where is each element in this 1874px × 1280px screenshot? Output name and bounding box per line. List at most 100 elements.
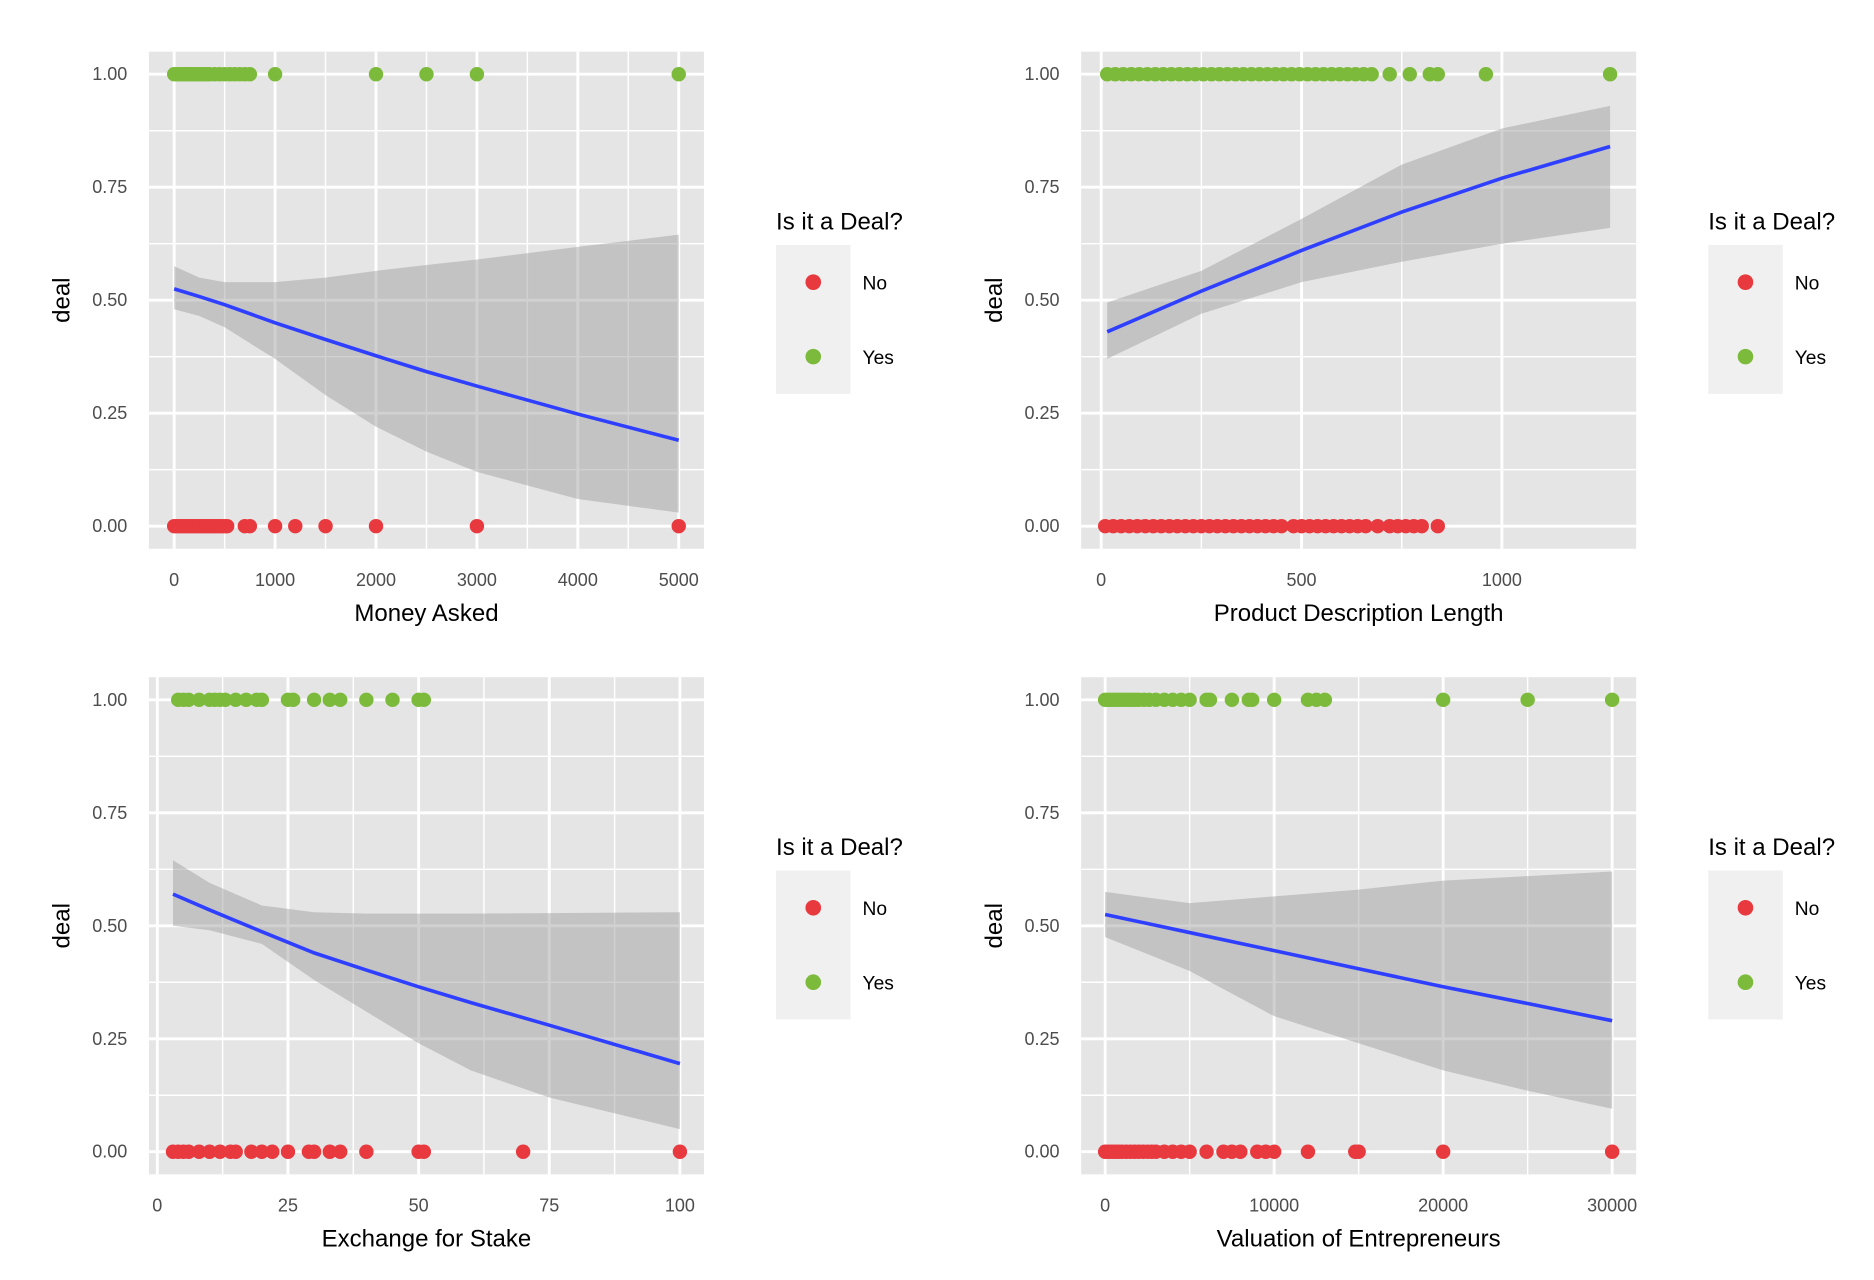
data-point-no [265, 1144, 280, 1159]
y-tick-label: 0.75 [92, 803, 127, 823]
x-tick-label: 500 [1287, 570, 1317, 590]
legend-key-yes [1737, 974, 1754, 991]
data-point-no [671, 518, 686, 534]
fit-line [1106, 144, 1611, 334]
legend-key-no [1737, 274, 1754, 290]
data-point-no [306, 1144, 322, 1159]
y-tick-label: 0.25 [92, 1029, 127, 1049]
data-point-yes [1317, 692, 1333, 708]
data-point-no [1435, 1144, 1451, 1159]
data-point-yes [368, 67, 384, 82]
data-point-yes [191, 692, 207, 708]
legend-key-background [1708, 244, 1783, 394]
data-point-yes [1435, 692, 1451, 708]
x-tick-label: 0 [1096, 570, 1106, 590]
data-point-yes [469, 67, 485, 82]
panel-money-asked: 0 1000 2000 3000 4000 5000 0.00 0.25 0.50 0.75 1.0… [49, 51, 903, 627]
data-point-no [244, 1144, 259, 1159]
data-point-yes [1478, 67, 1494, 82]
data-point-yes [218, 692, 233, 708]
legend-label-no: No [863, 273, 888, 294]
x-tick-label: 30000 [1587, 1196, 1637, 1216]
x-tick-label: 0 [169, 570, 179, 590]
y-tick-label: 1.00 [1024, 64, 1059, 84]
x-tick-label: 100 [665, 1196, 695, 1216]
data-point-yes [1604, 692, 1620, 708]
legend-label-yes: Yes [1795, 348, 1826, 369]
legend-label-no: No [1795, 273, 1820, 294]
legend-label-yes: Yes [863, 348, 894, 369]
x-tick-label: 1000 [255, 570, 295, 590]
data-point-yes [1520, 692, 1535, 708]
data-point-yes [1182, 692, 1197, 708]
data-point-yes [228, 692, 243, 708]
y-tick-label: 0.00 [1024, 516, 1059, 536]
data-point-yes [419, 67, 434, 82]
data-point-no [333, 1144, 348, 1159]
confidence-ribbon [1107, 105, 1611, 359]
data-point-yes [671, 67, 686, 82]
legend-key-background [776, 870, 851, 1020]
y-tick-label: 1.00 [92, 64, 127, 84]
legend-label-yes: Yes [863, 973, 894, 994]
legend-key-yes [805, 348, 822, 365]
y-tick-label: 0.00 [1024, 1142, 1059, 1162]
data-point-no [202, 1144, 217, 1159]
data-point-no [191, 1144, 207, 1159]
legend-title: Is it a Deal? [776, 834, 903, 861]
fit-line [1104, 912, 1613, 1023]
legend-label-yes: Yes [1795, 973, 1826, 994]
x-tick-label: 0 [1100, 1196, 1110, 1216]
data-point-no [1430, 518, 1445, 534]
data-point-no [1300, 1144, 1316, 1159]
data-point-yes [359, 692, 374, 708]
data-point-no [1199, 1144, 1214, 1159]
legend-key-no [805, 899, 822, 916]
legend-key-background [776, 244, 851, 394]
legend-label-no: No [1795, 899, 1820, 920]
legend-key-no [805, 274, 822, 290]
data-point-yes [267, 67, 283, 82]
data-point-yes [1402, 67, 1417, 82]
data-point-no [1351, 1144, 1366, 1159]
data-point-no [359, 1144, 374, 1159]
y-tick-label: 0.25 [1024, 403, 1059, 423]
data-point-yes [242, 67, 258, 82]
x-tick-label: 10000 [1249, 1196, 1299, 1216]
x-axis-title: Product Description Length [1214, 600, 1504, 627]
data-point-yes [181, 692, 196, 708]
y-tick-label: 0.50 [1024, 290, 1059, 310]
fit-line [172, 892, 681, 1066]
y-tick-label: 1.00 [92, 690, 127, 710]
x-tick-label: 2000 [356, 570, 396, 590]
y-tick-label: 0.75 [1024, 803, 1059, 823]
data-point-no [1358, 518, 1373, 534]
data-point-no [219, 518, 235, 534]
data-point-yes [1244, 692, 1260, 708]
confidence-ribbon [172, 860, 680, 1130]
data-point-yes [1382, 67, 1397, 82]
y-tick-label: 0.00 [92, 516, 127, 536]
y-axis-title: deal [49, 903, 76, 948]
x-tick-label: 4000 [558, 570, 598, 590]
x-tick-label: 20000 [1418, 1196, 1468, 1216]
data-point-yes [254, 692, 270, 708]
y-tick-label: 0.25 [1024, 1029, 1059, 1049]
data-point-yes [238, 692, 254, 708]
legend-key-no [1737, 899, 1754, 916]
x-tick-label: 75 [539, 1196, 559, 1216]
x-axis-title: Valuation of Entrepreneurs [1217, 1225, 1501, 1252]
x-tick-label: 5000 [659, 570, 699, 590]
data-point-no [212, 1144, 228, 1159]
data-point-yes [416, 692, 432, 708]
panel-valuation-of-entrepreneurs: 0 10000 20000 30000 0.00 0.25 0.50 0.75 1.00 Valu… [981, 677, 1835, 1252]
data-point-yes [1266, 692, 1282, 708]
x-tick-label: 25 [278, 1196, 298, 1216]
data-point-no [1370, 518, 1385, 534]
y-axis-title: deal [981, 277, 1008, 322]
x-axis-title: Money Asked [354, 600, 498, 627]
data-point-yes [322, 692, 337, 708]
y-tick-label: 0.50 [92, 290, 127, 310]
data-point-yes [1224, 692, 1240, 708]
x-tick-label: 3000 [457, 570, 497, 590]
